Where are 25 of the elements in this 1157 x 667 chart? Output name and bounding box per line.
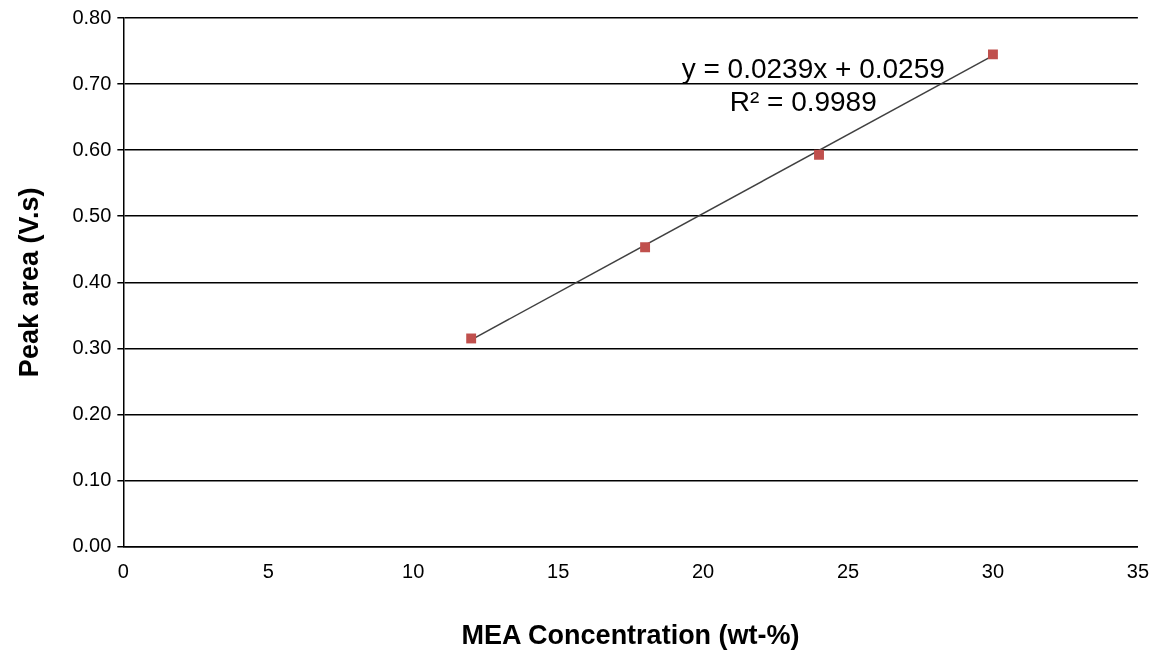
x-tick-label: 0 [117, 560, 129, 583]
point [987, 49, 998, 60]
y-tick-label: 0.80 [72, 5, 112, 28]
y-tick-label: 0.00 [72, 534, 112, 557]
y-axis-title: Peak area (V.s) [13, 187, 44, 378]
x-tick-label: 35 [1126, 560, 1149, 583]
y-tick-label: 0.50 [72, 203, 112, 226]
y-tick-label: 0.60 [72, 137, 112, 160]
annotation: R² = 0.9989 [729, 85, 877, 117]
y-tick-label: 0.30 [72, 335, 112, 358]
x-tick-label: 10 [402, 560, 425, 583]
annotation: y = 0.0239x + 0.0259 [681, 52, 945, 84]
x-axis-title: MEA Concentration (wt-%) [461, 620, 800, 651]
x-tick-label: 30 [981, 560, 1005, 583]
y-tick-label: 0.10 [72, 468, 112, 491]
point [466, 333, 477, 344]
x-tick-label: 15 [547, 560, 570, 583]
point [814, 149, 824, 160]
x-tick-label: 20 [691, 560, 715, 583]
point [640, 242, 651, 253]
x-tick-label: 25 [836, 560, 860, 583]
y-tick-label: 0.40 [72, 269, 112, 292]
y-tick-label: 0.70 [72, 71, 112, 94]
x-tick-label: 5 [262, 560, 274, 583]
y-tick-label: 0.20 [72, 401, 112, 424]
